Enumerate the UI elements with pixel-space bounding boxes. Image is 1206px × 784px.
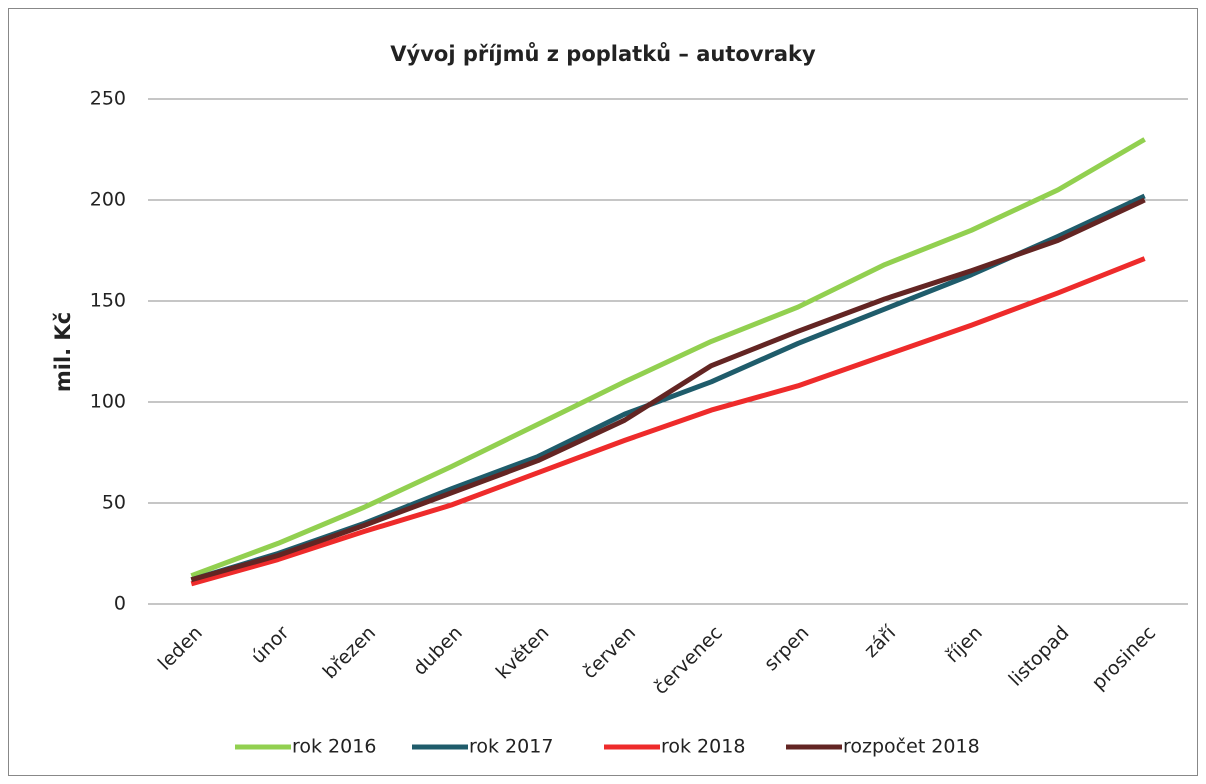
chart-title: Vývoj příjmů z poplatků – autovraky: [390, 42, 816, 66]
y-tick-label: 50: [102, 492, 126, 514]
y-tick-label: 0: [114, 593, 126, 615]
y-tick-label: 100: [90, 391, 126, 413]
series-line: [190, 137, 1146, 579]
legend-label: rok 2017: [469, 736, 553, 758]
legend-label: rozpočet 2018: [843, 736, 980, 758]
y-tick-label: 250: [90, 88, 126, 110]
y-axis-label: mil. Kč: [51, 312, 75, 392]
y-tick-label: 150: [90, 290, 126, 312]
series-line: [190, 256, 1146, 587]
legend-label: rok 2018: [661, 736, 745, 758]
legend-label: rok 2016: [292, 736, 376, 758]
series-line: [190, 197, 1146, 583]
y-tick-label: 200: [90, 189, 126, 211]
